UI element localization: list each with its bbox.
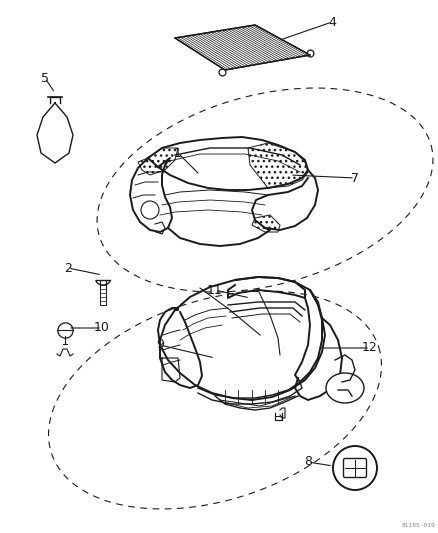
Text: 12: 12: [361, 342, 377, 354]
Text: 7: 7: [350, 172, 358, 184]
Circle shape: [141, 201, 159, 219]
Text: 11: 11: [207, 284, 223, 296]
Text: 1: 1: [173, 147, 181, 159]
Text: 10: 10: [94, 321, 110, 335]
Polygon shape: [247, 143, 307, 188]
Ellipse shape: [325, 373, 363, 403]
FancyBboxPatch shape: [343, 458, 366, 478]
Text: 81185-019: 81185-019: [400, 523, 434, 528]
Polygon shape: [251, 215, 279, 232]
Polygon shape: [138, 148, 177, 175]
Text: 4: 4: [327, 15, 335, 28]
Text: 5: 5: [41, 71, 49, 85]
Text: 2: 2: [64, 262, 72, 274]
Text: 8: 8: [303, 456, 311, 469]
Circle shape: [332, 446, 376, 490]
Polygon shape: [175, 25, 309, 70]
Text: 9: 9: [155, 338, 163, 351]
